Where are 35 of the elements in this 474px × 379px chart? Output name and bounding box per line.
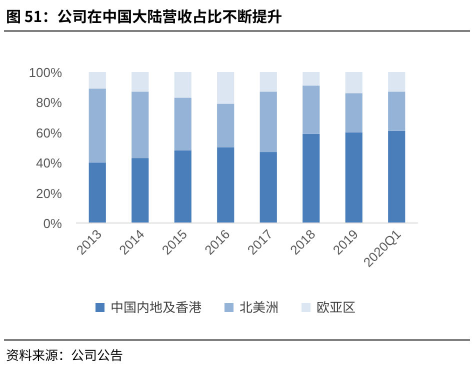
bar	[260, 72, 277, 92]
legend-label: 欧亚区	[316, 297, 356, 316]
bar	[260, 152, 277, 223]
bar	[88, 88, 106, 163]
y-tick-label: 80%	[36, 95, 62, 110]
y-tick-label: 100%	[28, 65, 62, 80]
bar	[388, 72, 406, 92]
bar	[260, 92, 277, 152]
bar	[132, 72, 149, 92]
bar	[388, 92, 406, 131]
chart-title: 图 51：公司在中国大陆营收占比不断提升	[6, 6, 282, 27]
bar	[88, 72, 106, 89]
bar	[388, 130, 406, 223]
bar	[345, 93, 362, 132]
bar	[302, 86, 320, 134]
bar	[345, 72, 362, 94]
bar	[174, 72, 192, 98]
bar	[132, 158, 149, 223]
legend-label: 中国内地及香港	[110, 297, 202, 316]
bar	[302, 134, 320, 223]
y-tick-label: 0%	[43, 216, 62, 231]
bar	[217, 148, 234, 223]
y-tick-label: 20%	[36, 186, 62, 201]
legend-label: 北美洲	[240, 297, 279, 316]
bar	[132, 92, 149, 158]
bar	[174, 150, 192, 223]
text: 资料来源：公司公告	[6, 345, 124, 364]
y-tick-label: 40%	[36, 156, 62, 171]
y-tick-label: 60%	[36, 125, 62, 140]
bar	[217, 72, 234, 104]
bar	[88, 162, 106, 223]
bar	[217, 104, 234, 148]
bar	[345, 132, 362, 223]
bar	[174, 98, 192, 151]
bar	[302, 72, 320, 86]
